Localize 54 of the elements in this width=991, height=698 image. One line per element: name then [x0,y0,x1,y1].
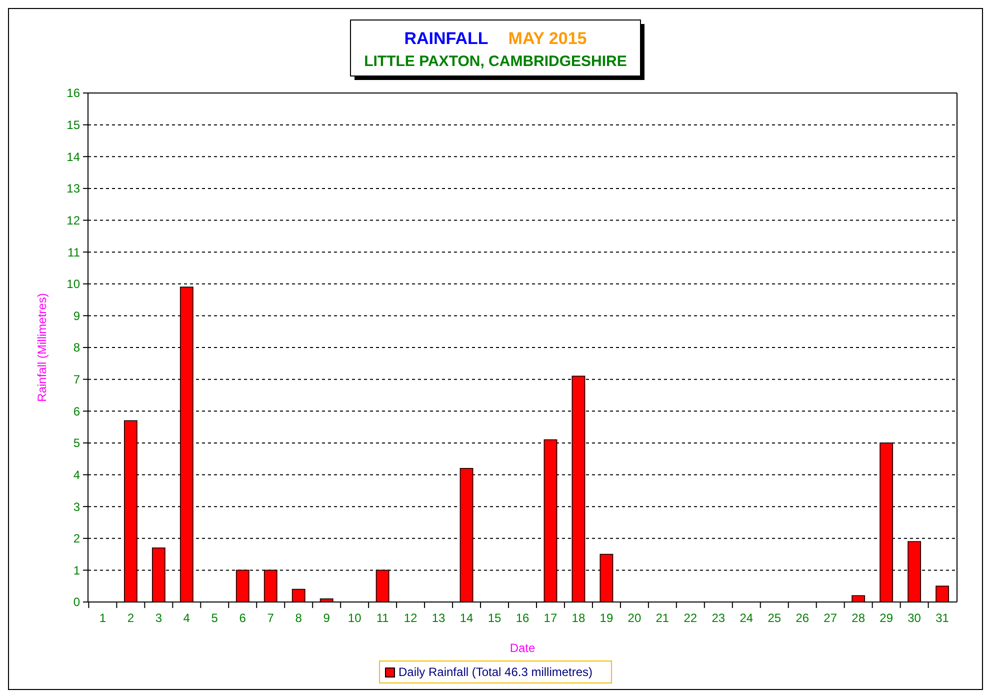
y-tick-label: 10 [66,277,80,292]
y-tick-label: 13 [66,182,80,196]
x-tick-label: 9 [323,611,330,625]
x-tick-label: 17 [544,611,558,625]
x-tick-label: 4 [183,611,190,625]
y-tick-label: 4 [73,468,80,482]
x-tick-label: 10 [348,611,362,625]
y-tick-label: 16 [66,86,80,100]
x-tick-label: 29 [880,611,894,625]
chart-subtitle: LITTLE PAXTON, CAMBRIDGESHIRE [364,53,627,70]
y-tick-label: 9 [73,308,80,323]
x-tick-label: 11 [376,611,390,625]
y-tick-label: 8 [73,340,80,355]
x-tick-label: 16 [516,611,530,625]
x-tick-label: 12 [404,611,418,625]
x-tick-label: 26 [796,611,810,625]
y-tick-label: 14 [66,150,80,164]
y-tick-label: 7 [73,372,80,387]
x-tick-label: 18 [572,611,586,625]
x-tick-label: 2 [127,611,134,625]
x-tick-label: 23 [712,611,726,625]
x-tick-label: 30 [908,611,922,625]
x-tick-label: 31 [936,611,950,625]
x-tick-label: 7 [267,611,274,625]
chart-title: RAINFALL [404,29,488,48]
x-tick-label: 15 [488,611,502,625]
y-tick-label: 11 [68,245,80,260]
legend-label: Daily Rainfall (Total 46.3 millimetres) [398,665,593,679]
y-tick-label: 2 [73,532,80,546]
x-tick-label: 20 [628,611,642,625]
y-tick-label: 6 [73,404,80,418]
y-tick-label: 0 [73,595,80,610]
x-tick-label: 8 [295,611,302,625]
x-axis-title: Date [510,641,536,655]
y-tick-label: 1 [73,563,80,578]
x-tick-label: 5 [211,611,218,625]
x-tick-label: 21 [656,611,670,625]
y-tick-label: 5 [73,436,80,450]
y-axis-title: Rainfall (Millimetres) [35,293,49,402]
x-tick-label: 25 [768,611,782,625]
y-tick-label: 15 [66,118,80,132]
x-tick-label: 13 [432,611,446,625]
x-tick-label: 27 [824,611,838,625]
x-tick-label: 6 [239,611,246,625]
y-tick-label: 3 [73,500,80,514]
y-tick-label: 12 [66,213,80,228]
x-tick-label: 3 [155,611,162,625]
x-tick-label: 1 [99,611,106,625]
text: MAY 2015 [508,29,587,48]
x-tick-label: 28 [852,611,866,625]
x-tick-label: 24 [740,611,754,625]
x-tick-label: 14 [460,611,474,625]
x-tick-label: 19 [600,611,614,625]
x-tick-label: 22 [684,611,698,625]
